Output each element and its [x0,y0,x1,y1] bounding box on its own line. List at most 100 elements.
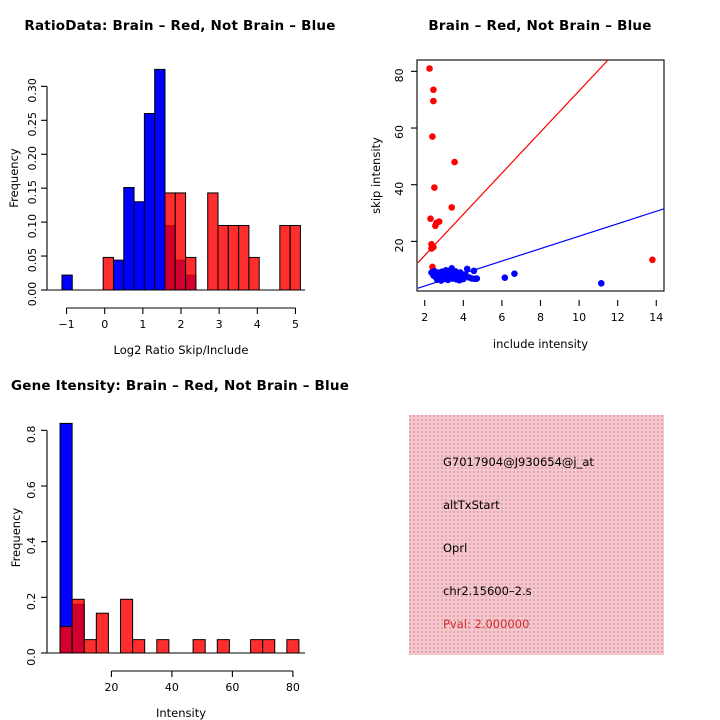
y-tick-label: 60 [393,125,406,139]
x-tick-label: 2 [178,318,185,331]
histogram-bar-brain [164,192,176,291]
y-axis-label: Frequency [7,148,21,208]
scatter-point-brain [435,218,443,225]
y-tick-label: 0.30 [26,78,39,103]
y-tick-label: 0.20 [26,146,39,171]
histogram-bar-brain [102,256,114,291]
histogram-bar-brain [83,639,97,654]
y-tick-label: 0.4 [25,537,38,555]
histogram-bar-brain [71,598,85,654]
histogram-bar-brain [289,225,301,291]
x-tick-label: 2 [421,311,428,324]
scatter-data [417,60,664,289]
x-tick-label: 12 [611,311,625,324]
y-tick-label: 0.00 [26,282,39,307]
y-tick-label: 40 [393,182,406,196]
x-tick-label: 40 [165,681,179,694]
y-tick-label: 0.05 [26,248,39,273]
histogram-bar-brain [174,192,187,291]
scatter-point-not-brain [463,265,471,273]
x-tick-label: 60 [225,681,239,694]
y-tick-label: 80 [393,68,406,82]
ratio-histogram-plot: 0.00 0.05 0.10 0.15 0.20 0.25 0.30 Frequency −1 0… [7,68,305,357]
y-tick-label: 0.6 [25,481,38,499]
y-tick-label: 0.2 [25,593,38,611]
scatter-point-brain [426,65,433,72]
histogram-bar-brain [248,256,260,291]
histogram-bar-brain [227,225,240,291]
histogram-bar-not-brain [59,422,73,654]
x-tick-label: 80 [286,681,300,694]
event-type-label: altTxStart [443,498,500,512]
x-tick-label: 6 [498,311,505,324]
scatter-point-not-brain [501,274,509,281]
scatter-point-brain [431,184,438,191]
x-axis-label: Log2 Ratio Skip/Include [114,343,249,357]
x-tick-label: 20 [104,681,118,694]
x-tick-label: 3 [216,318,223,331]
x-tick-label: 8 [537,311,544,324]
y-axis-label: skip intensity [369,137,383,214]
histogram-bar-brain [238,225,250,291]
x-tick-label: 5 [292,318,299,331]
scatter-point-not-brain [470,267,478,275]
gene-intensity-title: Gene Itensity: Brain – Red, Not Brain – … [10,378,350,394]
trend-line-brain-trend [417,60,609,264]
histogram-bar-brain [132,639,146,654]
histogram-bar-brain [207,192,219,291]
scatter-point-not-brain [597,280,605,287]
histogram-bar-brain [250,639,264,654]
histogram-bar-brain [95,612,109,654]
ratio-histogram-group: 0.00 0.05 0.10 0.15 0.20 0.25 0.30 Frequency −1 0… [7,68,305,357]
x-tick-label: 14 [649,311,663,324]
scatter-point-brain [427,215,434,223]
scatter-point-not-brain [511,270,518,278]
y-tick-label: 0.25 [26,112,39,137]
gene-symbol-label: Oprl [443,541,468,555]
scatter-point-not-brain [473,275,481,282]
histogram-bar-brain [120,598,134,654]
y-tick-label: 0.0 [25,648,38,666]
scatter-point-brain [451,158,458,166]
scatter-group: 20 40 60 80 skip intensity 2 4 6 8 10 12 14 include … [369,59,665,351]
panel-ratio-histogram: RatioData: Brain – Red, Not Brain – Blue… [0,0,360,360]
histogram-bar-brain [192,639,206,654]
histogram-bar-not-brain [143,113,156,291]
panel-annotation: G7017904@J930654@j_at altTxStart Oprl ch… [360,360,720,720]
histogram-bar-brain [279,225,291,291]
histogram-bar-brain [185,256,197,291]
gene-histogram-group: 0.0 0.2 0.4 0.6 0.8 Frequency 20 40 60 80 Intensit… [9,422,305,720]
x-tick-label: 4 [460,311,467,324]
x-axis-label: include intensity [493,337,588,351]
x-tick-label: −1 [58,318,74,331]
histogram-bar-brain [156,639,170,654]
histogram-bar-not-brain [133,201,145,291]
annotation-box: G7017904@J930654@j_at altTxStart Oprl ch… [409,415,664,655]
ratio-histogram-title: RatioData: Brain – Red, Not Brain – Blue [24,18,336,34]
probe-id-label: G7017904@J930654@j_at [443,455,594,469]
histogram-bar-brain [216,639,230,654]
locus-label: chr2.15600–2.s [443,584,532,598]
scatter-point-brain [430,97,437,105]
x-axis-label: Intensity [156,706,206,720]
histogram-bar-brain [217,225,229,291]
histogram-bar-not-brain [154,68,166,291]
pval-label: Pval: 2.000000 [443,617,530,631]
histogram-bar-brain [286,639,300,654]
scatter-point-brain [432,222,439,230]
plot-frame [416,59,665,292]
x-tick-label: 10 [572,311,586,324]
histogram-bar-brain [59,626,73,654]
scatter-point-brain [430,86,437,94]
y-axis-label: Frequency [9,508,23,568]
histogram-bar-not-brain [112,259,125,291]
gene-intensity-plot: 0.0 0.2 0.4 0.6 0.8 Frequency 20 40 60 80 Intensit… [9,422,305,720]
scatter-title: Brain – Red, Not Brain – Blue [428,18,652,34]
scatter-point-brain [649,256,656,264]
x-tick-label: 4 [254,318,261,331]
scatter-point-brain [448,204,456,211]
histogram-bar-not-brain [123,187,135,291]
x-tick-label: 0 [101,318,108,331]
scatter-point-brain [430,243,437,251]
